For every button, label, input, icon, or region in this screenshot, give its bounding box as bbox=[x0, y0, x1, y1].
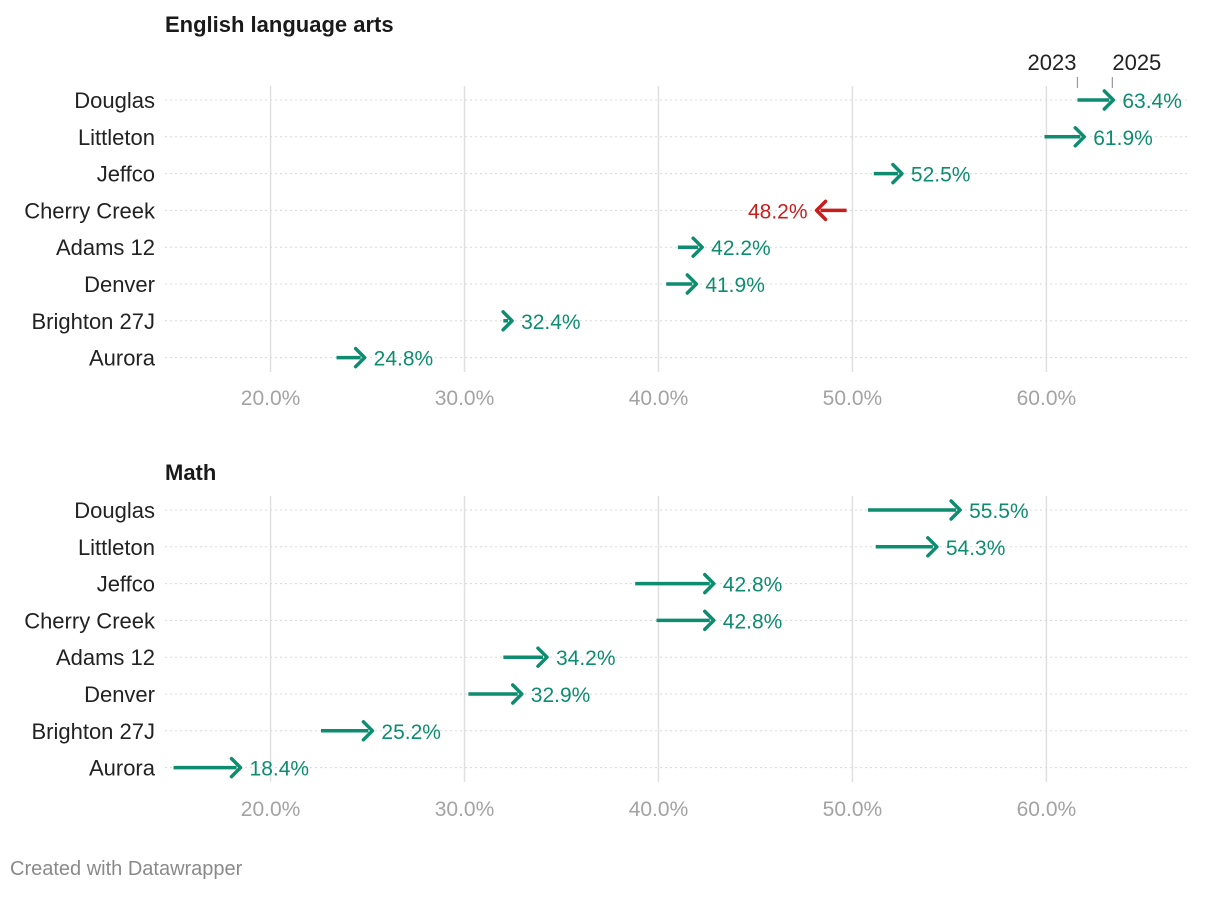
value-label-0-7: 24.8% bbox=[374, 348, 434, 371]
value-label-0-0: 63.4% bbox=[1122, 90, 1182, 113]
arrow-head-0-3 bbox=[814, 199, 828, 222]
arrow-head-1-2 bbox=[703, 572, 716, 595]
tick-label-0-1: 30.0% bbox=[435, 387, 495, 410]
value-label-1-6: 25.2% bbox=[381, 721, 441, 744]
legend-label-2023: 2023 bbox=[1027, 50, 1076, 75]
arrow-head-1-6 bbox=[361, 720, 375, 742]
arrow-head-1-0 bbox=[949, 499, 962, 521]
arrow-head-1-3 bbox=[703, 609, 716, 632]
value-label-1-4: 34.2% bbox=[556, 647, 616, 670]
value-label-1-5: 32.9% bbox=[531, 684, 591, 707]
row-label-0-2: Jeffco bbox=[97, 162, 155, 187]
tick-label-1-4: 60.0% bbox=[1017, 798, 1077, 821]
panel-title-0: English language arts bbox=[165, 12, 394, 37]
arrow-head-1-4 bbox=[536, 646, 549, 668]
arrow-head-0-1 bbox=[1073, 126, 1087, 148]
arrow-head-0-0 bbox=[1102, 89, 1116, 111]
value-label-1-2: 42.8% bbox=[723, 574, 783, 597]
tick-label-1-0: 20.0% bbox=[241, 798, 301, 821]
row-label-0-4: Adams 12 bbox=[56, 235, 155, 260]
value-label-0-5: 41.9% bbox=[705, 274, 765, 297]
tick-label-0-0: 20.0% bbox=[241, 387, 301, 410]
row-label-0-7: Aurora bbox=[89, 346, 156, 371]
row-label-0-0: Douglas bbox=[74, 88, 155, 113]
legend-label-2025: 2025 bbox=[1112, 50, 1161, 75]
value-label-1-3: 42.8% bbox=[723, 610, 783, 633]
value-label-0-2: 52.5% bbox=[911, 164, 971, 187]
row-label-1-4: Adams 12 bbox=[56, 645, 155, 670]
tick-label-0-3: 50.0% bbox=[823, 387, 883, 410]
value-label-1-7: 18.4% bbox=[250, 758, 310, 781]
arrow-head-0-2 bbox=[891, 162, 904, 185]
row-label-1-1: Littleton bbox=[78, 535, 155, 560]
arrow-head-1-7 bbox=[229, 756, 243, 779]
panel-title-1: Math bbox=[165, 460, 216, 485]
value-label-0-6: 32.4% bbox=[521, 311, 581, 334]
row-label-1-5: Denver bbox=[84, 682, 155, 707]
tick-label-0-4: 60.0% bbox=[1017, 387, 1077, 410]
credit-text: Created with Datawrapper bbox=[10, 858, 243, 880]
value-label-0-1: 61.9% bbox=[1093, 127, 1153, 150]
row-label-0-3: Cherry Creek bbox=[24, 198, 156, 223]
arrow-head-0-4 bbox=[691, 236, 704, 258]
arrow-head-0-6 bbox=[501, 310, 514, 332]
row-label-1-2: Jeffco bbox=[97, 572, 155, 597]
value-label-0-3: 48.2% bbox=[748, 200, 808, 223]
row-label-1-3: Cherry Creek bbox=[24, 608, 156, 633]
value-label-1-1: 54.3% bbox=[946, 537, 1006, 560]
arrow-head-0-7 bbox=[353, 346, 367, 369]
row-label-0-5: Denver bbox=[84, 272, 155, 297]
value-label-0-4: 42.2% bbox=[711, 237, 771, 260]
row-label-1-0: Douglas bbox=[74, 498, 155, 523]
arrow-head-1-1 bbox=[926, 536, 939, 558]
tick-label-1-2: 40.0% bbox=[629, 798, 689, 821]
arrow-head-0-5 bbox=[685, 273, 699, 295]
tick-label-1-3: 50.0% bbox=[823, 798, 883, 821]
row-label-1-6: Brighton 27J bbox=[31, 719, 155, 744]
row-label-1-7: Aurora bbox=[89, 756, 156, 781]
row-label-0-6: Brighton 27J bbox=[31, 309, 155, 334]
row-label-0-1: Littleton bbox=[78, 125, 155, 150]
tick-label-0-2: 40.0% bbox=[629, 387, 689, 410]
arrow-head-1-5 bbox=[511, 683, 524, 705]
tick-label-1-1: 30.0% bbox=[435, 798, 495, 821]
value-label-1-0: 55.5% bbox=[969, 500, 1029, 523]
